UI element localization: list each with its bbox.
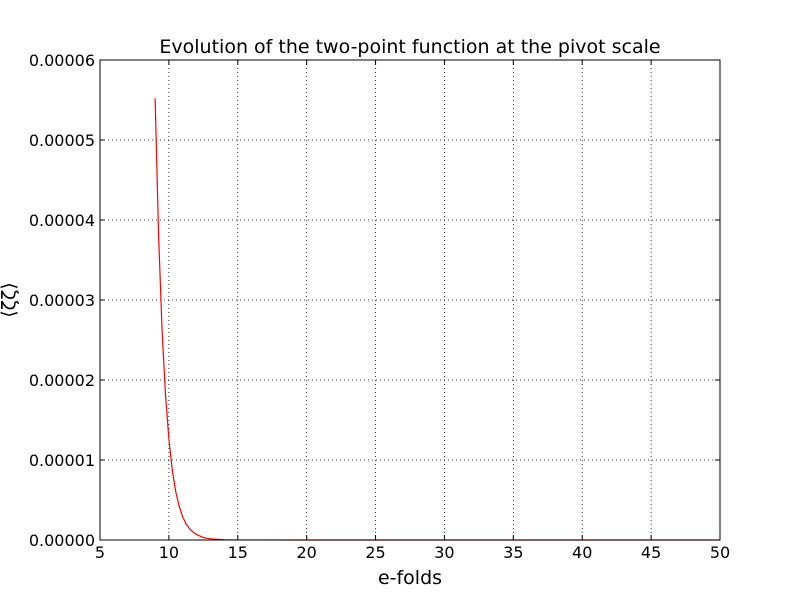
x-tick-label: 50 xyxy=(710,543,730,562)
y-tick-label: 0.00000 xyxy=(29,531,95,550)
x-tick-label: 25 xyxy=(365,543,385,562)
y-tick-label: 0.00004 xyxy=(29,211,95,230)
grid xyxy=(100,60,720,540)
x-tick-label: 35 xyxy=(503,543,523,562)
y-axis-label: ⟨ζζ⟩ xyxy=(0,282,20,318)
x-tick-label: 45 xyxy=(641,543,661,562)
y-tick-label: 0.00006 xyxy=(29,51,95,70)
x-tick-label: 20 xyxy=(296,543,316,562)
x-tick-label: 30 xyxy=(434,543,454,562)
y-tick-label: 0.00005 xyxy=(29,131,95,150)
x-axis-label: e-folds xyxy=(378,567,442,589)
y-tick-label: 0.00003 xyxy=(29,291,95,310)
y-tick-label: 0.00002 xyxy=(29,371,95,390)
x-tick-label: 5 xyxy=(95,543,105,562)
y-tick-label: 0.00001 xyxy=(29,451,95,470)
x-tick-label: 40 xyxy=(572,543,592,562)
x-tick-label: 10 xyxy=(159,543,179,562)
x-tick-label: 15 xyxy=(228,543,248,562)
chart-title: Evolution of the two-point function at t… xyxy=(159,36,660,58)
ticks: 5 10 15 20 25 30 35 40 45 50 0.00000 0.00001 0.00002… xyxy=(29,51,730,562)
